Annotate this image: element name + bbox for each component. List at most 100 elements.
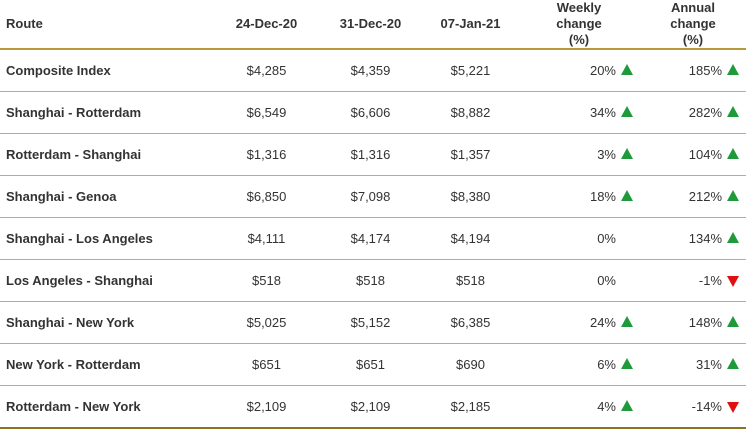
rate-cell: $1,316 bbox=[215, 133, 318, 176]
change-value: 18% bbox=[589, 189, 616, 204]
column-header: Weekly change (%) bbox=[518, 0, 640, 50]
weekly-change: 0% bbox=[518, 217, 640, 260]
weekly-change: 0% bbox=[518, 259, 640, 302]
table-row: Los Angeles - Shanghai $518 $518 $518 0% -1% bbox=[0, 259, 746, 302]
arrow-up bbox=[621, 63, 633, 75]
rate-cell: $2,185 bbox=[423, 385, 518, 429]
weekly-change: 3% bbox=[518, 133, 640, 176]
table-row: Rotterdam - Shanghai $1,316 $1,316 $1,357 3%… bbox=[0, 133, 746, 176]
rate-cell: $4,174 bbox=[318, 217, 423, 260]
rate-cell: $6,850 bbox=[215, 175, 318, 218]
annual-change: 212% bbox=[640, 175, 746, 218]
change-value: 3% bbox=[597, 147, 616, 162]
change-value: 4% bbox=[597, 399, 616, 414]
rate-cell: $690 bbox=[423, 343, 518, 386]
rate-cell: $8,882 bbox=[423, 91, 518, 134]
change-value: 6% bbox=[597, 357, 616, 372]
rate-cell: $1,357 bbox=[423, 133, 518, 176]
annual-change: 104% bbox=[640, 133, 746, 176]
route-name: Rotterdam - Shanghai bbox=[0, 133, 215, 176]
table-row: Shanghai - Genoa $6,850 $7,098 $8,380 18% 212… bbox=[0, 175, 746, 218]
change-value: 282% bbox=[688, 105, 722, 120]
rate-cell: $4,359 bbox=[318, 49, 423, 92]
rate-cell: $518 bbox=[423, 259, 518, 302]
table-header: Route 24-Dec-20 31-Dec-20 07-Jan-21 Weekly c… bbox=[0, 0, 746, 50]
route-name: Los Angeles - Shanghai bbox=[0, 259, 215, 302]
arrow-up bbox=[621, 315, 633, 327]
header-row: Route 24-Dec-20 31-Dec-20 07-Jan-21 Weekly c… bbox=[0, 0, 746, 50]
arrow-up bbox=[621, 357, 633, 369]
column-header: 31-Dec-20 bbox=[318, 0, 423, 50]
table-row: Shanghai - New York $5,025 $5,152 $6,385 24%… bbox=[0, 301, 746, 344]
rate-cell: $518 bbox=[318, 259, 423, 302]
change-value: 148% bbox=[688, 315, 722, 330]
rate-cell: $651 bbox=[318, 343, 423, 386]
arrow-up bbox=[727, 357, 739, 369]
rate-cell: $5,152 bbox=[318, 301, 423, 344]
arrow-up bbox=[621, 399, 633, 411]
column-header: 07-Jan-21 bbox=[423, 0, 518, 50]
arrow-up bbox=[621, 189, 633, 201]
arrow-up bbox=[727, 315, 739, 327]
table-row: Rotterdam - New York $2,109 $2,109 $2,185 4%… bbox=[0, 385, 746, 429]
change-value: 185% bbox=[688, 63, 722, 78]
table-row: Composite Index $4,285 $4,359 $5,221 20% 185% bbox=[0, 49, 746, 92]
column-header: Route bbox=[0, 0, 215, 50]
rate-cell: $518 bbox=[215, 259, 318, 302]
arrow-up bbox=[621, 147, 633, 159]
route-name: Shanghai - Rotterdam bbox=[0, 91, 215, 134]
annual-change: 185% bbox=[640, 49, 746, 92]
arrow-down bbox=[727, 401, 739, 413]
route-name: Shanghai - Los Angeles bbox=[0, 217, 215, 260]
annual-change: -14% bbox=[640, 385, 746, 429]
rate-cell: $6,606 bbox=[318, 91, 423, 134]
change-value: 20% bbox=[589, 63, 616, 78]
weekly-change: 20% bbox=[518, 49, 640, 92]
table-row: New York - Rotterdam $651 $651 $690 6% 31% bbox=[0, 343, 746, 386]
weekly-change: 18% bbox=[518, 175, 640, 218]
arrow-up bbox=[727, 147, 739, 159]
change-value: 212% bbox=[688, 189, 722, 204]
change-value: 34% bbox=[589, 105, 616, 120]
rate-cell: $4,194 bbox=[423, 217, 518, 260]
annual-change: -1% bbox=[640, 259, 746, 302]
rate-cell: $2,109 bbox=[215, 385, 318, 429]
change-value: 134% bbox=[688, 231, 722, 246]
rate-cell: $5,025 bbox=[215, 301, 318, 344]
rate-cell: $651 bbox=[215, 343, 318, 386]
arrow-down bbox=[727, 275, 739, 287]
route-name: Rotterdam - New York bbox=[0, 385, 215, 429]
weekly-change: 34% bbox=[518, 91, 640, 134]
column-header: 24-Dec-20 bbox=[215, 0, 318, 50]
change-value: 0% bbox=[597, 231, 616, 246]
rate-cell: $2,109 bbox=[318, 385, 423, 429]
arrow-up bbox=[727, 63, 739, 75]
change-value: 24% bbox=[589, 315, 616, 330]
arrow-up bbox=[727, 231, 739, 243]
weekly-change: 4% bbox=[518, 385, 640, 429]
annual-change: 31% bbox=[640, 343, 746, 386]
route-name: Shanghai - New York bbox=[0, 301, 215, 344]
annual-change: 148% bbox=[640, 301, 746, 344]
annual-change: 134% bbox=[640, 217, 746, 260]
rate-cell: $7,098 bbox=[318, 175, 423, 218]
weekly-change: 6% bbox=[518, 343, 640, 386]
rate-cell: $6,549 bbox=[215, 91, 318, 134]
rate-cell: $4,285 bbox=[215, 49, 318, 92]
change-value: 104% bbox=[688, 147, 722, 162]
route-name: New York - Rotterdam bbox=[0, 343, 215, 386]
route-name: Composite Index bbox=[0, 49, 215, 92]
arrow-up bbox=[727, 105, 739, 117]
change-value: -14% bbox=[691, 399, 722, 414]
rate-cell: $5,221 bbox=[423, 49, 518, 92]
change-value: 31% bbox=[695, 357, 722, 372]
rate-cell: $1,316 bbox=[318, 133, 423, 176]
rate-cell: $8,380 bbox=[423, 175, 518, 218]
weekly-change: 24% bbox=[518, 301, 640, 344]
change-value: -1% bbox=[698, 273, 722, 288]
change-value: 0% bbox=[597, 273, 616, 288]
table-body: Composite Index $4,285 $4,359 $5,221 20% 185%… bbox=[0, 49, 746, 429]
route-name: Shanghai - Genoa bbox=[0, 175, 215, 218]
